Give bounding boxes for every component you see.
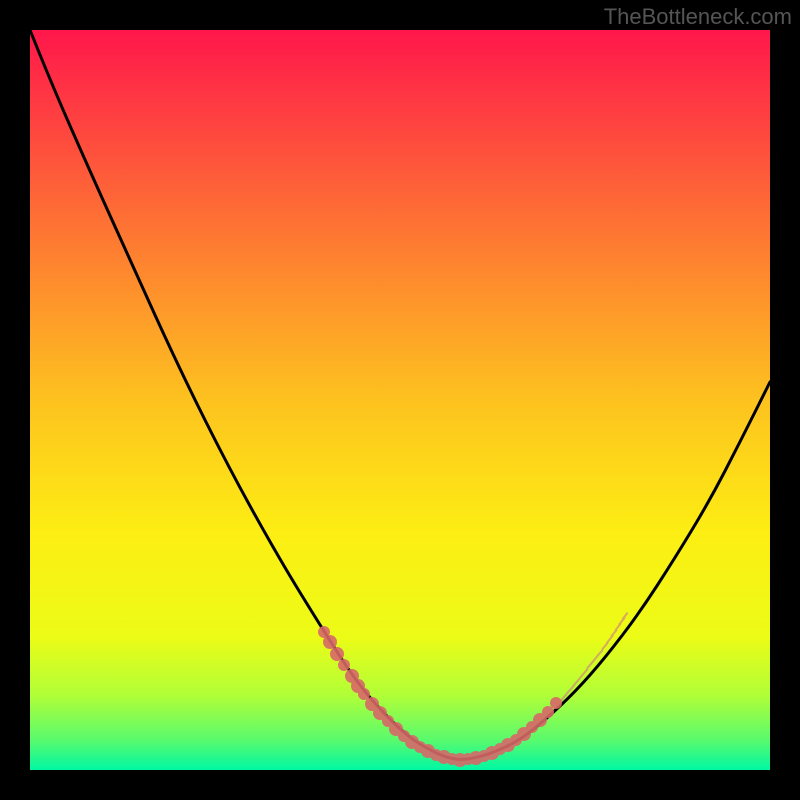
chart-container: TheBottleneck.com <box>0 0 800 800</box>
watermark-text: TheBottleneck.com <box>604 4 792 30</box>
bottleneck-curve-chart <box>0 0 800 800</box>
